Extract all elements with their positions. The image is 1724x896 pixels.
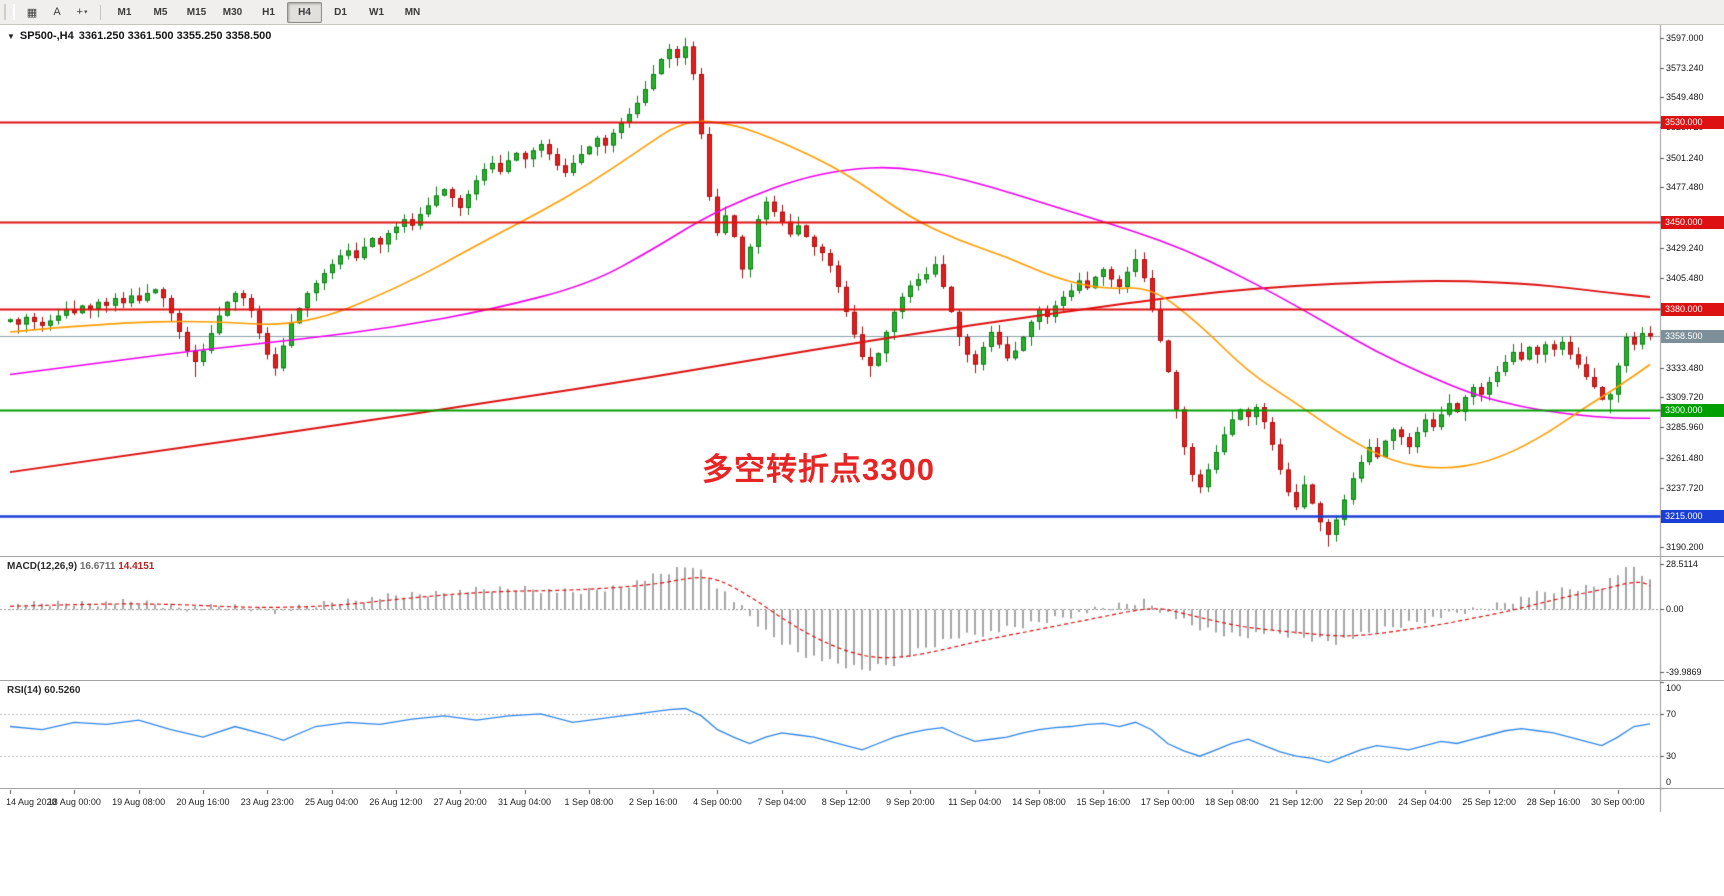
price-axis-tick: 3190.200 (1666, 541, 1704, 552)
date-axis-label: 17 Sep 00:00 (1140, 797, 1195, 807)
date-axis-label: 30 Sep 00:00 (1591, 797, 1645, 807)
macd-axis-tick: 0.00 (1666, 603, 1684, 614)
panel-separator-rsi-dates[interactable] (0, 788, 1724, 793)
macd-indicator-label: MACD(12,26,9) 16.6711 14.4151 (7, 561, 154, 572)
date-axis-label: 21 Sep 12:00 (1269, 797, 1324, 807)
date-axis-label: 1 Sep 08:00 (564, 797, 614, 807)
price-line-badge: 3380.000 (1661, 303, 1724, 317)
panel-separator-main-macd[interactable] (0, 556, 1724, 561)
current-price-badge: 3358.500 (1661, 330, 1724, 344)
date-axis-label: 27 Aug 20:00 (433, 797, 487, 807)
text-tool-icon: A (53, 6, 61, 18)
chart-dropdown-icon[interactable]: ▼ (7, 31, 15, 41)
timeframe-m15-button[interactable]: M15 (186, 6, 207, 18)
price-axis-tick: 3285.960 (1666, 422, 1704, 433)
date-axis-label: 25 Sep 12:00 (1462, 797, 1516, 807)
price-axis-tick: 3237.720 (1666, 482, 1704, 493)
toolbar-grip[interactable] (4, 4, 15, 20)
chart-toolbar: ▦ A + ▾ M1 M5 M15 M30 H1 H4 D1 W1 MN (0, 0, 1724, 25)
rsi-axis-tick: 100 (1666, 683, 1682, 693)
chart-symbol-timeframe: SP500-,H4 (19, 30, 74, 42)
timeframe-h4-button[interactable]: H4 (287, 1, 322, 23)
text-tool-button[interactable]: A (45, 1, 69, 23)
date-axis-label: 8 Sep 12:00 (821, 797, 871, 807)
price-axis-tick: 3573.240 (1666, 62, 1704, 73)
crosshair-tool-icon: + (76, 6, 83, 18)
macd-signal-value: 14.4151 (118, 561, 155, 572)
timeframe-button-group: M1 M5 M15 M30 H1 H4 D1 W1 MN (107, 1, 430, 23)
price-axis-tick: 3333.480 (1666, 362, 1704, 373)
drawing-tools-group: ▦ A + ▾ (20, 1, 94, 23)
date-axis-label: 19 Aug 08:00 (112, 797, 166, 807)
date-axis-label: 4 Sep 00:00 (693, 797, 742, 807)
date-axis-label: 31 Aug 04:00 (497, 797, 552, 807)
annotation-text: 多空转折点3300 (702, 452, 935, 487)
rsi-axis-tick: 0 (1666, 777, 1672, 787)
date-axis-label: 23 Aug 23:00 (240, 797, 294, 807)
date-axis-label: 25 Aug 04:00 (305, 797, 359, 807)
macd-axis-tick: -39.9869 (1666, 667, 1702, 678)
toolbar-separator (100, 4, 101, 20)
date-axis-label: 26 Aug 12:00 (369, 797, 423, 807)
chart-ohlc-readout: 3361.250 3361.500 3355.250 3358.500 (78, 30, 272, 42)
price-axis-tick: 3309.720 (1666, 392, 1704, 403)
price-axis-tick: 3477.480 (1666, 182, 1704, 193)
price-axis-tick: 3501.240 (1666, 152, 1704, 163)
timeframe-m30-button[interactable]: M30 (222, 6, 243, 18)
timeframe-w1-button[interactable]: W1 (369, 6, 384, 18)
macd-axis-tick: 28.5114 (1666, 558, 1698, 569)
timeframe-m1-button[interactable]: M1 (117, 6, 132, 18)
timeframe-m5-button[interactable]: M5 (153, 6, 168, 18)
price-axis-tick: 3405.480 (1666, 272, 1704, 283)
date-axis-label: 14 Sep 08:00 (1012, 797, 1066, 807)
price-axis-tick: 3429.240 (1666, 242, 1704, 253)
macd-name: MACD(12,26,9) (7, 561, 78, 572)
rsi-axis-tick: 70 (1666, 708, 1677, 719)
rsi-indicator-label: RSI(14) 60.5260 (7, 685, 80, 696)
crosshair-tool-button[interactable]: + ▾ (70, 1, 94, 23)
date-axis-label: 22 Sep 20:00 (1333, 797, 1388, 807)
panel-separator-macd-rsi[interactable] (0, 680, 1724, 685)
date-axis-label: 28 Sep 16:00 (1526, 797, 1581, 807)
rsi-name: RSI(14) (7, 685, 42, 696)
timeframe-mn-button[interactable]: MN (404, 6, 421, 18)
date-axis-label: 24 Sep 04:00 (1398, 797, 1452, 807)
price-line-badge: 3530.000 (1661, 115, 1724, 129)
dropdown-arrow-icon: ▾ (83, 9, 88, 16)
date-axis-label: 15 Sep 16:00 (1076, 797, 1131, 807)
macd-main-value: 16.6711 (79, 561, 116, 572)
price-axis-tick: 3261.480 (1666, 452, 1704, 463)
date-axis-label: 9 Sep 20:00 (886, 797, 935, 807)
date-axis-label: 11 Sep 04:00 (948, 797, 1002, 807)
price-line-badge: 3450.000 (1661, 215, 1724, 229)
price-axis-tick: 3597.000 (1666, 32, 1704, 43)
chart-title: ▼ SP500-,H4 3361.250 3361.500 3355.250 3… (7, 30, 271, 42)
chart-list-button[interactable]: ▦ (20, 1, 44, 23)
rsi-axis-tick: 30 (1666, 751, 1677, 762)
timeframe-d1-button[interactable]: D1 (334, 6, 347, 18)
date-axis-label: 14 Aug 2020 (6, 797, 57, 807)
price-line-badge: 3300.000 (1661, 403, 1724, 417)
price-axis-tick: 3549.480 (1666, 92, 1704, 103)
rsi-value: 60.5260 (44, 685, 81, 696)
timeframe-h1-button[interactable]: H1 (262, 6, 275, 18)
date-axis-label: 18 Sep 08:00 (1205, 797, 1259, 807)
chart-list-icon: ▦ (26, 6, 38, 19)
price-line-badge: 3215.000 (1661, 509, 1724, 523)
date-axis-label: 2 Sep 16:00 (628, 797, 678, 807)
date-axis-label: 18 Aug 00:00 (47, 797, 101, 807)
date-axis-label: 7 Sep 04:00 (757, 797, 807, 807)
date-axis-label: 20 Aug 16:00 (176, 797, 230, 807)
